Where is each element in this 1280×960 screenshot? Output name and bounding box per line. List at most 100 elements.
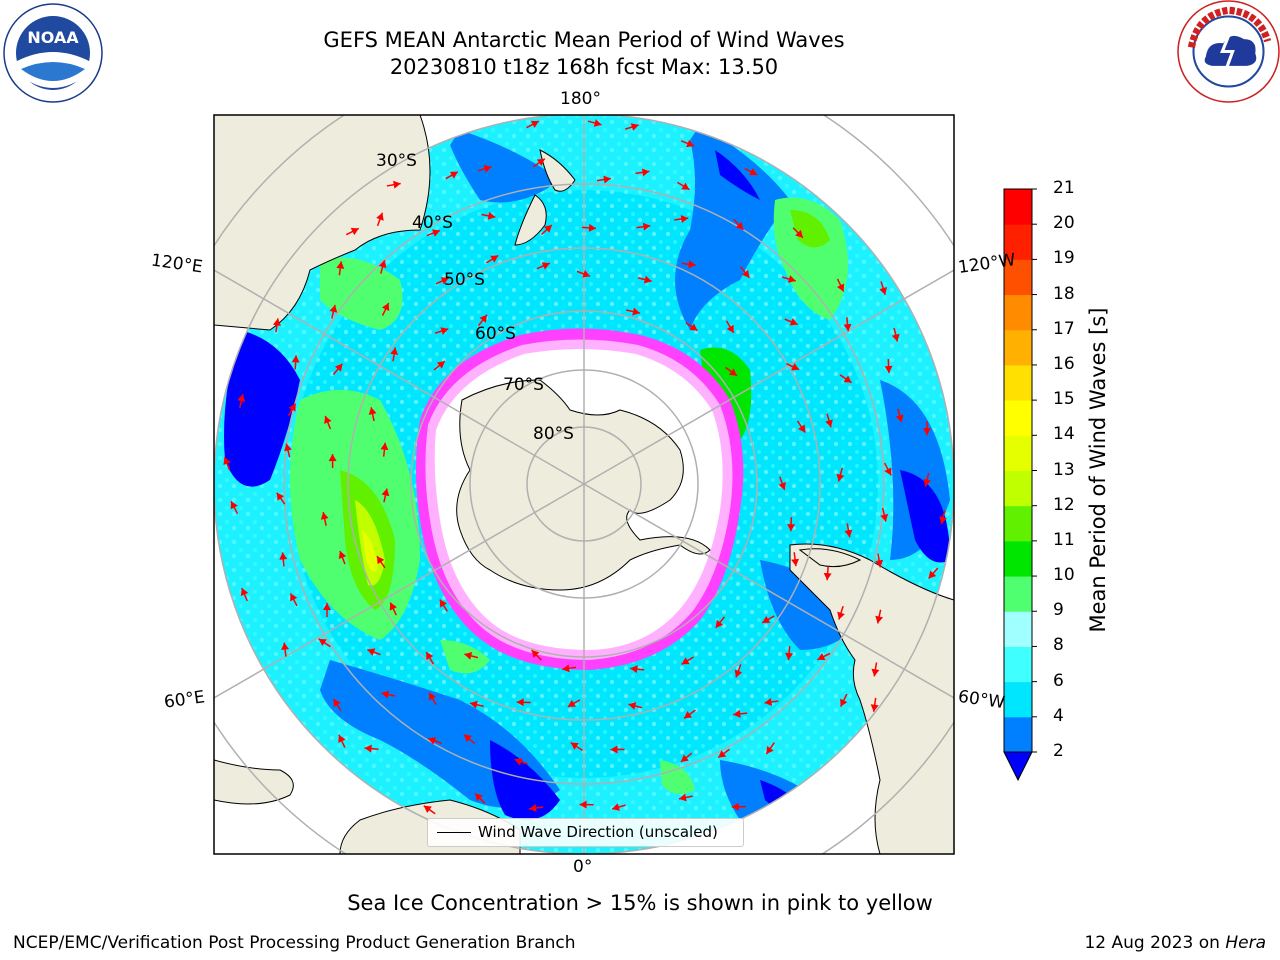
lat-label-60s: 60°S xyxy=(475,324,516,344)
wave-direction-arrowhead xyxy=(333,698,341,707)
colorbar-swatch xyxy=(1004,470,1032,507)
wave-direction-arrowhead xyxy=(880,513,889,522)
wave-direction-arrowhead xyxy=(643,275,652,284)
wave-direction-arrowhead xyxy=(715,619,724,628)
wave-direction-arrowhead xyxy=(320,512,329,520)
wave-direction-arrowhead xyxy=(423,805,432,814)
colorbar-swatch xyxy=(1004,329,1032,366)
wave-direction-arrowhead xyxy=(393,180,401,189)
wave-direction-arrowhead xyxy=(798,424,806,433)
colorbar-label: Mean Period of Wind Waves [s] xyxy=(1086,307,1110,633)
colorbar-swatch xyxy=(1004,435,1032,471)
wave-direction-arrowhead xyxy=(762,615,771,623)
wave-direction-arrowhead xyxy=(579,800,587,809)
wave-direction-arrowhead xyxy=(735,222,744,230)
wave-direction-arrowhead xyxy=(469,700,478,709)
colorbar-tick-label: 12 xyxy=(1053,494,1075,515)
wave-direction-arrowhead xyxy=(787,275,796,283)
wave-direction-arrowhead xyxy=(318,638,327,647)
colorbar-tick-label: 6 xyxy=(1053,670,1064,691)
wave-direction-arrowhead xyxy=(791,558,800,567)
lat-label-70s: 70°S xyxy=(503,375,544,395)
legend-label: Wind Wave Direction (unscaled) xyxy=(478,823,718,841)
wave-direction-arrowhead xyxy=(787,524,796,532)
noaa-logo: NOAA xyxy=(3,3,103,103)
wave-direction-arrowhead xyxy=(541,262,550,270)
wave-direction-arrowhead xyxy=(778,481,786,490)
wave-direction-arrowhead xyxy=(680,754,689,762)
wave-direction-arrowhead xyxy=(334,363,343,372)
wind-wave-arrows xyxy=(223,119,947,815)
colorbar-tick-label: 21 xyxy=(1053,178,1075,198)
wave-direction-arrowhead xyxy=(389,602,397,611)
wave-direction-arrowhead xyxy=(288,403,296,412)
wave-direction-arrowhead xyxy=(679,793,687,802)
wave-direction-arrowhead xyxy=(440,327,449,335)
wave-direction-arrowhead xyxy=(322,603,331,611)
wave-direction-arrowhead xyxy=(726,324,734,333)
colorbar-swatch xyxy=(1004,364,1032,401)
wave-direction-arrowhead xyxy=(610,745,618,754)
wave-direction-arrowhead xyxy=(324,415,332,424)
wave-direction-arrowhead xyxy=(381,488,390,497)
wave-direction-arrowhead xyxy=(593,119,602,127)
wave-direction-arrowhead xyxy=(836,283,845,292)
wave-direction-arrowhead xyxy=(479,314,488,323)
lat-label-30s: 30°S xyxy=(376,151,417,171)
wave-direction-arrowhead xyxy=(843,375,852,383)
footer-date-text: 12 Aug 2023 on xyxy=(1084,933,1220,953)
wave-direction-arrowhead xyxy=(544,225,552,233)
wave-direction-arrowhead xyxy=(431,229,440,237)
wave-direction-arrowhead xyxy=(840,698,848,707)
wave-direction-arrowhead xyxy=(785,652,794,661)
colorbar xyxy=(1003,188,1037,782)
wave-direction-arrowhead xyxy=(923,478,932,487)
wave-direction-arrowhead xyxy=(688,260,696,269)
colorbar-tick-label: 14 xyxy=(1053,424,1075,445)
wave-direction-arrowhead xyxy=(381,302,390,311)
wave-direction-arrowhead xyxy=(764,698,772,706)
wave-direction-arrowhead xyxy=(428,737,437,745)
lat-label-40s: 40°S xyxy=(412,213,453,233)
colorbar-tick-label: 8 xyxy=(1053,635,1064,656)
wave-direction-arrowhead xyxy=(734,669,743,678)
nws-logo xyxy=(1177,0,1280,103)
colorbar-extend-triangle xyxy=(1003,751,1033,782)
wave-direction-arrowhead xyxy=(350,227,359,236)
colorbar-swatch xyxy=(1004,189,1032,225)
colorbar-tick-label: 11 xyxy=(1053,529,1075,550)
wave-direction-arrowhead xyxy=(684,711,693,719)
wave-direction-arrowhead xyxy=(749,168,758,176)
wave-direction-arrowhead xyxy=(642,222,651,231)
wave-direction-arrowhead xyxy=(686,139,695,148)
wave-direction-arrowhead xyxy=(928,570,937,579)
wave-direction-arrowhead xyxy=(791,363,800,371)
wave-direction-arrowhead xyxy=(516,698,524,707)
chart-subtitle: 20230810 t18z 168h fcst Max: 13.50 xyxy=(389,55,779,79)
wave-direction-arrowhead xyxy=(733,709,741,718)
wave-direction-arrowhead xyxy=(237,394,246,402)
sea-ice-note: Sea Ice Concentration > 15% is shown in … xyxy=(347,891,933,915)
wave-direction-arrowhead xyxy=(279,552,288,560)
wave-direction-arrowhead xyxy=(795,229,803,238)
wave-direction-arrowhead xyxy=(223,457,231,466)
wave-direction-arrowhead xyxy=(328,454,337,462)
wave-direction-arrowhead xyxy=(364,744,372,753)
wave-direction-arrowhead xyxy=(483,164,492,173)
wave-direction-arrowhead xyxy=(530,120,539,128)
wave-direction-arrowhead xyxy=(843,323,852,332)
map-frame xyxy=(213,114,955,855)
wave-direction-arrowhead xyxy=(381,690,390,699)
wave-direction-arrowhead xyxy=(464,652,473,660)
wave-direction-arrowhead xyxy=(630,665,638,674)
wave-direction-arrowhead xyxy=(871,668,880,677)
wave-direction-arrowhead xyxy=(529,804,537,812)
wave-direction-arrowhead xyxy=(632,307,640,316)
footer-date: 12 Aug 2023 on Hera xyxy=(1084,933,1266,953)
colorbar-tick-label: 13 xyxy=(1053,459,1075,480)
wave-direction-arrowhead xyxy=(628,702,637,710)
wave-direction-arrowhead xyxy=(562,664,570,673)
wave-direction-arrowhead xyxy=(582,270,591,278)
wave-direction-arrowhead xyxy=(463,734,472,743)
